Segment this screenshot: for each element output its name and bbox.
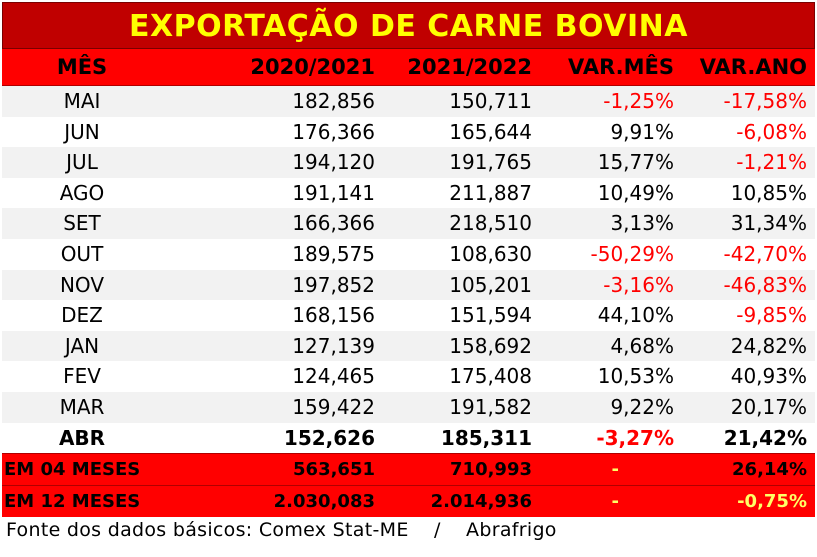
- table-row: MAI 182,856 150,711 -1,25% -17,58%: [2, 86, 815, 117]
- source-footer: Fonte dos dados básicos: Comex Stat-ME /…: [6, 519, 557, 541]
- cell-total-label: EM 12 MESES: [4, 491, 141, 513]
- table-title: EXPORTAÇÃO DE CARNE BOVINA: [2, 2, 815, 49]
- cell-var-ano: -46,83%: [723, 272, 807, 297]
- cell-mes: JUL: [66, 150, 98, 175]
- cell-total-var-ano: 26,14%: [732, 459, 807, 481]
- cell-2020-2021: 127,139: [292, 333, 375, 358]
- table-row: FEV 124,465 175,408 10,53% 40,93%: [2, 361, 815, 392]
- cell-var-mes: -3,16%: [603, 272, 674, 297]
- table-row: OUT 189,575 108,630 -50,29% -42,70%: [2, 239, 815, 270]
- cell-mes: MAR: [59, 394, 105, 419]
- cell-mes: ABR: [58, 425, 106, 450]
- cell-2020-2021: 168,156: [292, 303, 375, 328]
- cell-2021-2022: 108,630: [449, 241, 532, 266]
- cell-2021-2022: 151,594: [449, 303, 532, 328]
- header-var-ano: VAR.ANO: [699, 55, 807, 79]
- table-totals: EM 04 MESES 563,651 710,993 - 26,14% EM 12 ME…: [2, 453, 815, 518]
- cell-2020-2021: 159,422: [292, 394, 375, 419]
- cell-2020-2021: 191,141: [292, 180, 375, 205]
- cell-2021-2022: 158,692: [449, 333, 532, 358]
- cell-2020-2021: 197,852: [292, 272, 375, 297]
- cell-mes: NOV: [59, 272, 105, 297]
- cell-2021-2022: 185,311: [440, 425, 532, 450]
- cell-2021-2022: 175,408: [449, 364, 532, 389]
- table-row: JUN 176,366 165,644 9,91% -6,08%: [2, 117, 815, 148]
- cell-mes: JUN: [64, 119, 100, 144]
- header-2020-2021: 2020/2021: [250, 55, 375, 79]
- cell-mes: AGO: [59, 180, 105, 205]
- table-row: MAR 159,422 191,582 9,22% 20,17%: [2, 391, 815, 423]
- cell-var-ano: -42,70%: [723, 241, 807, 266]
- cell-total-2020-2021: 563,651: [293, 459, 375, 481]
- cell-2020-2021: 194,120: [292, 150, 375, 175]
- cell-var-mes: 44,10%: [597, 303, 674, 328]
- cell-mes: JAN: [64, 333, 100, 358]
- header-2021-2022: 2021/2022: [407, 55, 532, 79]
- cell-2021-2022: 191,765: [449, 150, 532, 175]
- cell-var-mes: 4,68%: [610, 333, 674, 358]
- export-table: EXPORTAÇÃO DE CARNE BOVINA MÊS 2020/2021…: [2, 2, 815, 518]
- cell-var-ano: 31,34%: [730, 211, 807, 236]
- cell-2020-2021: 176,366: [292, 119, 375, 144]
- cell-var-ano: 10,85%: [730, 180, 807, 205]
- cell-total-2020-2021: 2.030,083: [273, 491, 375, 513]
- cell-2021-2022: 150,711: [449, 89, 532, 113]
- table-row: ABR 152,626 185,311 -3,27% 21,42%: [2, 423, 815, 454]
- cell-2020-2021: 189,575: [292, 241, 375, 266]
- cell-2021-2022: 165,644: [449, 119, 532, 144]
- cell-var-ano: -9,85%: [736, 303, 807, 328]
- cell-mes: FEV: [63, 364, 101, 389]
- header-row: MÊS 2020/2021 2021/2022 VAR.MÊS VAR.ANO: [2, 49, 815, 86]
- cell-total-2021-2022: 710,993: [450, 459, 532, 481]
- cell-2020-2021: 182,856: [292, 89, 375, 113]
- cell-var-ano: -6,08%: [736, 119, 807, 144]
- cell-total-label: EM 04 MESES: [4, 459, 141, 481]
- table-row: AGO 191,141 211,887 10,49% 10,85%: [2, 178, 815, 209]
- cell-var-mes: 9,22%: [610, 394, 674, 419]
- table-row: JAN 127,139 158,692 4,68% 24,82%: [2, 330, 815, 362]
- header-mes: MÊS: [56, 55, 108, 79]
- cell-2021-2022: 105,201: [449, 272, 532, 297]
- cell-var-ano: 21,42%: [723, 425, 807, 450]
- table-row: NOV 197,852 105,201 -3,16% -46,83%: [2, 269, 815, 301]
- cell-2020-2021: 166,366: [292, 211, 375, 236]
- cell-var-ano: 24,82%: [730, 333, 807, 358]
- cell-var-mes: -50,29%: [590, 241, 674, 266]
- cell-2020-2021: 152,626: [283, 425, 375, 450]
- cell-2020-2021: 124,465: [292, 364, 375, 389]
- table-row: JUL 194,120 191,765 15,77% -1,21%: [2, 147, 815, 178]
- cell-2021-2022: 191,582: [449, 394, 532, 419]
- cell-2021-2022: 211,887: [449, 180, 532, 205]
- cell-var-mes: -3,27%: [596, 425, 674, 450]
- cell-var-mes: 3,13%: [610, 211, 674, 236]
- cell-total-var-mes: -: [611, 459, 619, 481]
- table-row: SET 166,366 218,510 3,13% 31,34%: [2, 208, 815, 239]
- cell-total-var-mes: -: [611, 491, 619, 513]
- cell-var-ano: 20,17%: [730, 394, 807, 419]
- cell-total-2021-2022: 2.014,936: [430, 491, 532, 513]
- cell-mes: DEZ: [61, 303, 103, 328]
- cell-mes: OUT: [60, 241, 104, 266]
- header-var-mes: VAR.MÊS: [568, 55, 674, 79]
- cell-mes: SET: [63, 211, 101, 236]
- cell-var-mes: -1,25%: [603, 89, 674, 113]
- cell-mes: MAI: [63, 89, 101, 113]
- total-row: EM 04 MESES 563,651 710,993 - 26,14%: [2, 453, 815, 486]
- cell-var-mes: 15,77%: [597, 150, 674, 175]
- table-body: MAI 182,856 150,711 -1,25% -17,58% JUN 176,366…: [2, 86, 815, 453]
- table-row: DEZ 168,156 151,594 44,10% -9,85%: [2, 300, 815, 331]
- cell-var-mes: 9,91%: [610, 119, 674, 144]
- cell-2021-2022: 218,510: [449, 211, 532, 236]
- cell-var-ano: -1,21%: [736, 150, 807, 175]
- cell-var-ano: -17,58%: [723, 89, 807, 113]
- cell-var-mes: 10,49%: [597, 180, 674, 205]
- cell-var-mes: 10,53%: [597, 364, 674, 389]
- cell-total-var-ano: -0,75%: [737, 491, 807, 513]
- total-row: EM 12 MESES 2.030,083 2.014,936 - -0,75%: [2, 485, 815, 518]
- cell-var-ano: 40,93%: [730, 364, 807, 389]
